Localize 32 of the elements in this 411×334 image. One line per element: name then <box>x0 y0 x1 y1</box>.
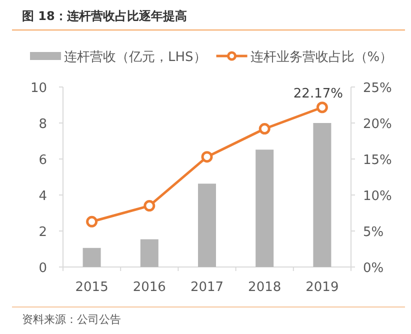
y2-tick-label: 0% <box>363 261 384 276</box>
legend-label: 连杆营收（亿元，LHS） <box>64 50 206 65</box>
x-tick-label: 2015 <box>75 280 108 295</box>
x-tick-label: 2019 <box>306 280 339 295</box>
y-tick-label: 0 <box>38 261 47 276</box>
y-tick-label: 2 <box>38 225 47 240</box>
bar <box>256 150 274 267</box>
y2-tick-label: 20% <box>363 117 392 132</box>
y-tick-label: 8 <box>38 117 47 132</box>
x-tick-label: 2017 <box>190 280 224 295</box>
y2-tick-label: 5% <box>363 225 384 240</box>
x-tick-label: 2016 <box>132 280 166 295</box>
bar <box>82 248 101 267</box>
bar <box>198 184 216 267</box>
legend-label: 连杆业务营收占比（%） <box>250 50 393 65</box>
y-tick-label: 10 <box>30 81 47 96</box>
chart-title: 图 18：连杆营收占比逐年提高 <box>22 9 187 23</box>
bar <box>140 239 158 267</box>
y-tick-label: 6 <box>38 153 47 168</box>
data-label: 22.17% <box>293 86 343 102</box>
point <box>201 151 213 163</box>
point <box>316 102 328 114</box>
y2-tick-label: 10% <box>363 189 392 204</box>
y2-tick-label: 25% <box>363 81 392 96</box>
point <box>144 200 156 212</box>
x-tick-label: 2018 <box>248 280 282 295</box>
point <box>86 216 98 228</box>
text: 资料来源：公司公告 <box>22 313 121 326</box>
y2-tick-label: 15% <box>363 153 392 168</box>
bar <box>313 123 332 267</box>
y-tick-label: 4 <box>38 189 47 204</box>
point <box>258 123 270 135</box>
